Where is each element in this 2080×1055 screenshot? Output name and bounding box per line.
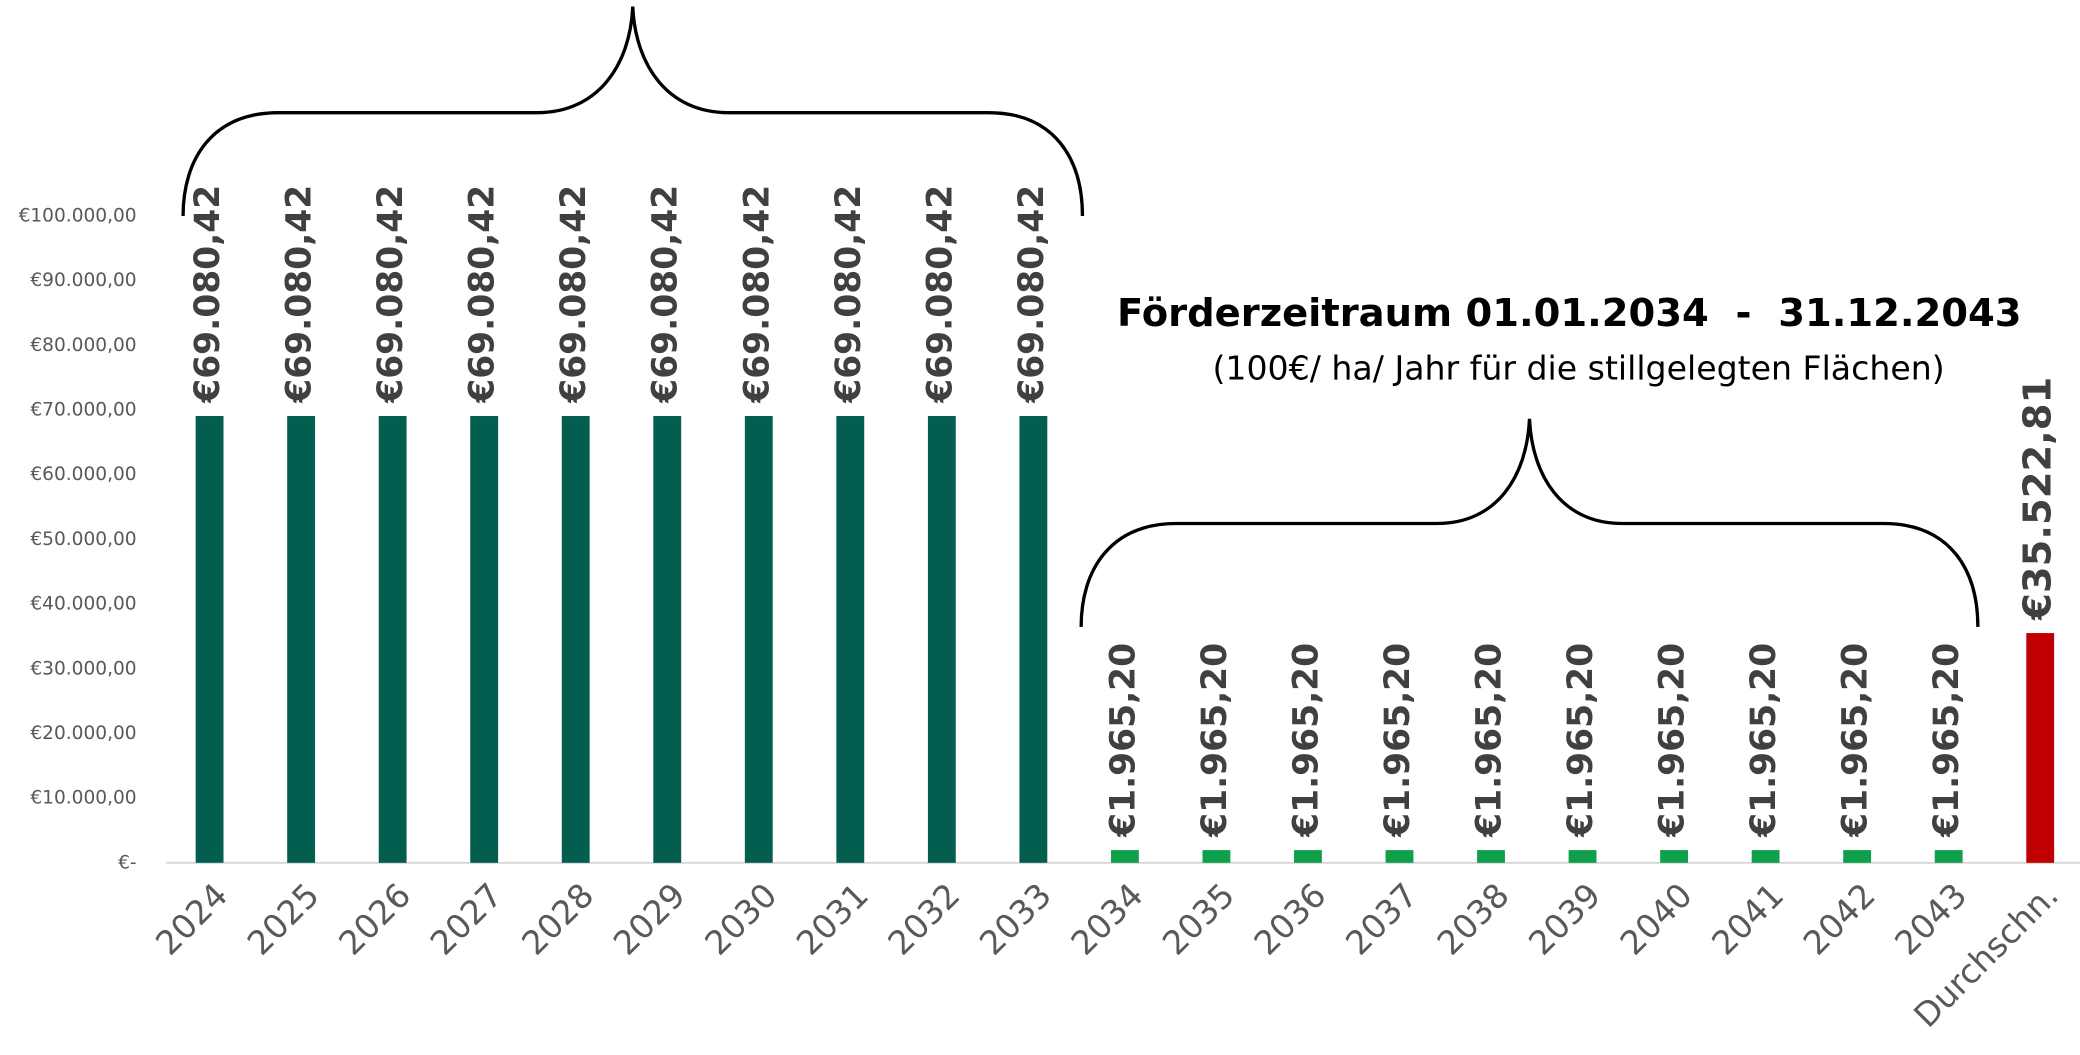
x-tick-label: 2028 [514,875,601,962]
bar [1934,850,1963,863]
value-label: €69.080,42 [1012,185,1052,404]
bar [1110,850,1139,863]
bar [1294,850,1322,863]
x-tick-label: 2040 [1612,875,1699,962]
bar [744,416,773,863]
value-label: €1.965,20 [1195,643,1235,838]
bar [1202,850,1231,863]
bar [378,416,407,863]
x-tick-label: 2031 [789,875,876,962]
x-tick-label: 2026 [331,875,418,962]
x-tick-label: 2043 [1887,875,1974,962]
bar [287,416,316,863]
y-tick-label: €60.000,00 [30,464,136,485]
bar [1751,850,1780,863]
value-label: €1.965,20 [1470,643,1510,838]
y-tick-label: €50.000,00 [30,529,136,550]
bar [1477,850,1505,863]
annotation-subtitle: (100€/ ha/ Jahr für die stillgelegten Fl… [1212,348,1944,387]
bar [1660,850,1689,863]
x-tick-label: 2041 [1704,875,1791,962]
bar [470,416,499,863]
y-tick-label: €30.000,00 [30,658,136,679]
y-tick-label: €90.000,00 [30,270,136,291]
x-tick-label: 2039 [1521,875,1608,962]
x-tick-label: 2042 [1796,875,1883,962]
value-label: €69.080,42 [188,185,228,404]
value-label: €69.080,42 [371,185,411,404]
bar [2026,633,2055,863]
x-tick-label: 2034 [1063,875,1150,962]
y-tick-label: €10.000,00 [30,788,136,809]
value-label: €1.965,20 [1286,643,1326,838]
x-tick-label: 2030 [697,875,784,962]
value-label: €1.965,20 [1378,643,1418,838]
value-label: €69.080,42 [280,185,320,404]
value-label: €1.965,20 [1103,643,1143,838]
value-label: €1.965,20 [1561,643,1601,838]
value-label: €1.965,20 [1744,643,1784,838]
x-tick-label: 2033 [972,875,1059,962]
x-tick-label: 2037 [1338,875,1425,962]
bar [836,416,865,863]
bar [1019,416,1048,863]
x-tick-label: 2035 [1155,875,1242,962]
y-tick-label: €100.000,00 [19,206,137,227]
x-tick-label: 2036 [1246,875,1333,962]
bar [195,416,224,863]
y-tick-label: €70.000,00 [30,400,136,421]
bar [927,416,956,863]
value-label: €69.080,42 [920,185,960,404]
bar [1385,850,1414,863]
value-label: €69.080,42 [554,185,594,404]
value-label: €1.965,20 [1836,643,1876,838]
brace [1079,418,1980,627]
value-label: €1.965,20 [1653,643,1693,838]
y-tick-label: €- [118,852,137,873]
y-tick-label: €40.000,00 [30,594,136,615]
bar [1568,850,1597,863]
value-label: €69.080,42 [646,185,686,404]
x-tick-label: 2024 [148,875,235,962]
value-label: €1.965,20 [1927,643,1967,838]
x-tick-label: 2029 [606,875,693,962]
bar [653,416,682,863]
x-tick-label: 2038 [1429,875,1516,962]
x-tick-label: 2025 [240,875,327,962]
y-tick-label: €20.000,00 [30,723,136,744]
brace [181,6,1085,217]
bar [561,416,590,863]
x-tick-label: 2032 [880,875,967,962]
value-label: €69.080,42 [737,185,777,404]
annotation-title: Förderzeitraum 01.01.2034 - 31.12.2043 [1117,291,2021,336]
value-label: €35.522,81 [2016,377,2061,621]
bar [1843,850,1872,863]
value-label: €69.080,42 [829,185,869,404]
value-label: €69.080,42 [463,185,503,404]
x-tick-label: 2027 [423,875,510,962]
y-tick-label: €80.000,00 [30,335,136,356]
